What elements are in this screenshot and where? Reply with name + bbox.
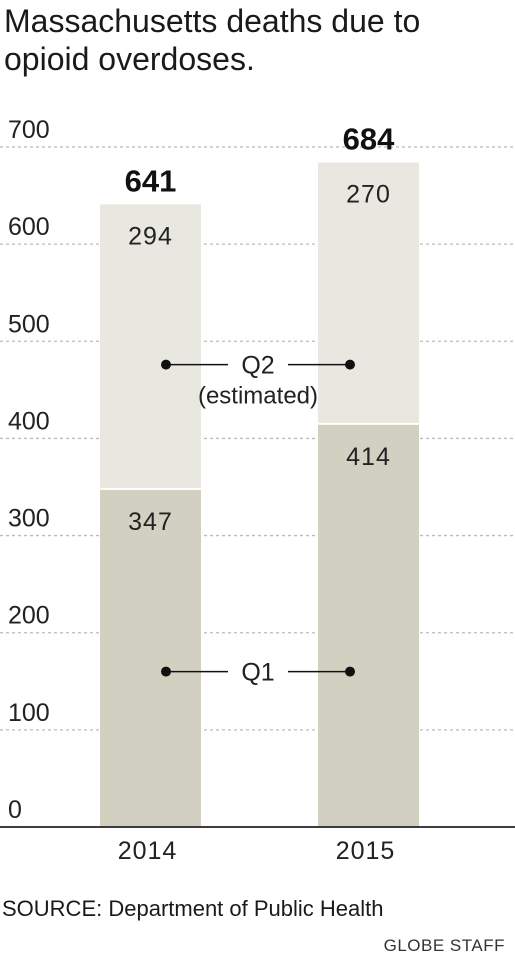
bars	[100, 162, 419, 827]
segment-value-label: 270	[346, 181, 391, 209]
bar-q1-2014	[100, 489, 201, 827]
callout-q1: Q1	[161, 659, 355, 687]
y-tick-label: 700	[8, 116, 50, 144]
x-tick-labels: 2014 2015	[0, 826, 515, 865]
segment-value-label: 294	[128, 222, 173, 250]
total-label-2014: 641	[125, 163, 177, 198]
total-label-2015: 684	[343, 122, 395, 157]
y-tick-label: 600	[8, 213, 50, 241]
series-annotation-label: (estimated)	[198, 383, 318, 410]
callout-q2: Q2 (estimated)	[161, 352, 355, 410]
y-tick-label: 200	[8, 602, 50, 630]
bar-q2-2015	[318, 162, 419, 423]
y-tick-label: 400	[8, 407, 50, 435]
series-name-label: Q1	[241, 659, 274, 687]
source-note: SOURCE: Department of Public Health	[2, 896, 384, 921]
series-callouts: Q1 Q2 (estimated)	[161, 352, 355, 687]
y-tick-label: 100	[8, 699, 50, 727]
gridlines	[0, 146, 515, 731]
x-tick-label-2015: 2015	[336, 837, 396, 865]
segment-value-label: 414	[346, 443, 391, 471]
segment-value-label: 347	[128, 508, 173, 536]
stacked-bar-chart: 0 100 200 300 400 500 600 700 347 294 641 414 270 68…	[0, 116, 515, 865]
chart-title: Massachusetts deaths due to opioid overd…	[4, 3, 421, 77]
bar-q1-2015	[318, 424, 419, 827]
bar-q2-2014	[100, 204, 201, 488]
credit-line: GLOBE STAFF	[383, 936, 505, 955]
y-tick-label: 0	[8, 796, 22, 824]
y-tick-labels: 0 100 200 300 400 500 600 700	[8, 116, 50, 824]
x-tick-label-2014: 2014	[118, 837, 178, 865]
data-labels: 347 294 641 414 270 684	[125, 122, 395, 536]
series-name-label: Q2	[241, 352, 274, 380]
y-tick-label: 500	[8, 310, 50, 338]
y-tick-label: 300	[8, 505, 50, 533]
